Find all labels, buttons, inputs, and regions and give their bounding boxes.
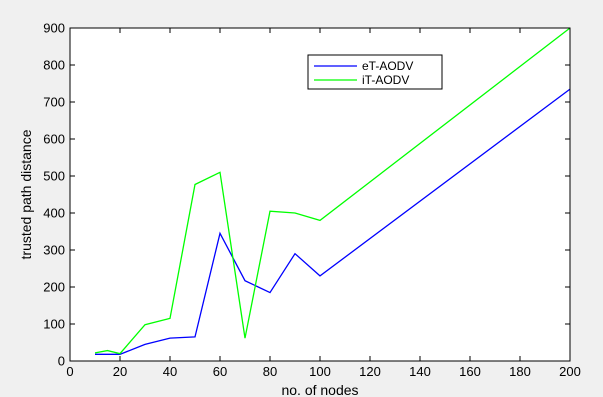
y-tick-label: 0 (58, 354, 65, 369)
x-tick-label: 100 (309, 364, 331, 379)
series-line-it-aodv (94, 27, 571, 355)
x-tick-label: 60 (213, 364, 227, 379)
series-line-et-aodv (95, 88, 571, 355)
x-tick-label: 40 (163, 364, 177, 379)
y-tick-label: 400 (43, 206, 65, 221)
legend-box (307, 54, 443, 90)
legend-label-it-aodv: iT-AODV (362, 73, 409, 87)
y-tick-label: 600 (43, 132, 65, 147)
x-tick-label: 20 (113, 364, 127, 379)
x-tick-label: 120 (359, 364, 381, 379)
y-tick-label: 500 (43, 169, 65, 184)
y-tick-label: 300 (43, 243, 65, 258)
series-layer (94, 27, 571, 355)
y-axis-title: trusted path distance (18, 129, 34, 259)
y-tick-label: 200 (43, 280, 65, 295)
y-tick-label: 700 (43, 95, 65, 110)
x-tick-label: 140 (409, 364, 431, 379)
x-axis-title: no. of nodes (281, 382, 358, 397)
x-tick-label: 200 (559, 364, 581, 379)
x-tick-label: 160 (459, 364, 481, 379)
y-tick-label: 100 (43, 317, 65, 332)
y-tick-label: 800 (43, 58, 65, 73)
tick-layer: 0 20 40 60 80 100 120 140 160 180 200 0 100 200 300 400… (43, 21, 581, 380)
y-tick-label: 900 (43, 21, 65, 36)
legend-label-et-aodv: eT-AODV (362, 59, 413, 73)
x-tick-label: 180 (509, 364, 531, 379)
x-tick-label: 80 (263, 364, 277, 379)
x-tick-label: 0 (66, 364, 73, 379)
